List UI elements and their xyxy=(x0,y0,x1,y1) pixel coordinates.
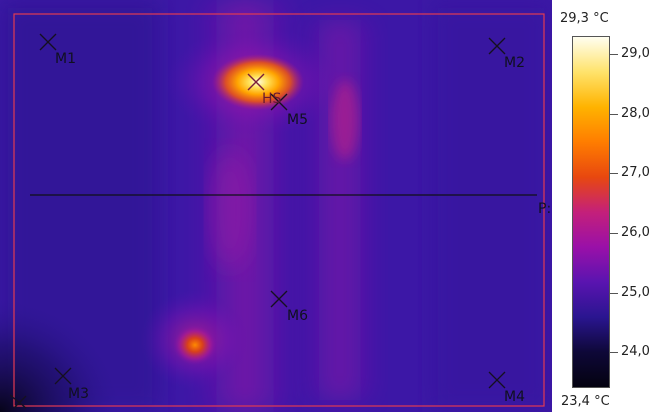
color-bar xyxy=(572,36,610,388)
measurement-frame xyxy=(13,13,545,407)
marker-m2-crosshair xyxy=(488,37,506,55)
thermal-canvas: P: M1 M2 M3 M4 M5 M6 HS xyxy=(0,0,552,412)
marker-m5-crosshair xyxy=(270,93,288,111)
marker-m2-label: M2 xyxy=(504,55,525,71)
scale-tick xyxy=(610,53,618,55)
marker-m1-label: M1 xyxy=(55,51,76,67)
scale-tick-label: 29,0 xyxy=(621,45,650,61)
marker-m4-crosshair xyxy=(488,371,506,389)
marker-m1-crosshair xyxy=(39,33,57,51)
marker-m4-label: M4 xyxy=(504,389,525,405)
scale-tick xyxy=(610,292,618,294)
scale-max-label: 29,3 °C xyxy=(560,11,609,26)
marker-m6-crosshair xyxy=(270,290,288,308)
scale-tick xyxy=(610,113,618,115)
scale-tick-label: 25,0 xyxy=(621,284,650,300)
scale-tick xyxy=(610,352,618,354)
scale-tick-label: 27,0 xyxy=(621,165,650,181)
scale-tick xyxy=(610,232,618,234)
scale-tick-label: 28,0 xyxy=(621,105,650,121)
profile-line-label: P: xyxy=(538,201,551,217)
marker-m3-crosshair xyxy=(54,367,72,385)
marker-hs-label: HS xyxy=(262,91,282,107)
scale-min-label: 23,4 °C xyxy=(561,394,610,409)
temperature-scale: 29,3 °C 29,0 28,0 27,0 26,0 25,0 24,0 23,4 °C xyxy=(552,0,657,412)
marker-m6-label: M6 xyxy=(287,308,308,324)
scale-tick-label: 26,0 xyxy=(621,224,650,240)
scale-tick xyxy=(610,173,618,175)
marker-m3-label: M3 xyxy=(68,386,89,402)
scale-tick-label: 24,0 xyxy=(621,344,650,360)
marker-m5-label: M5 xyxy=(287,112,308,128)
corner-cursor-icon xyxy=(9,394,27,409)
marker-hs-crosshair xyxy=(247,73,265,91)
thermal-image: P: M1 M2 M3 M4 M5 M6 HS xyxy=(0,0,552,412)
